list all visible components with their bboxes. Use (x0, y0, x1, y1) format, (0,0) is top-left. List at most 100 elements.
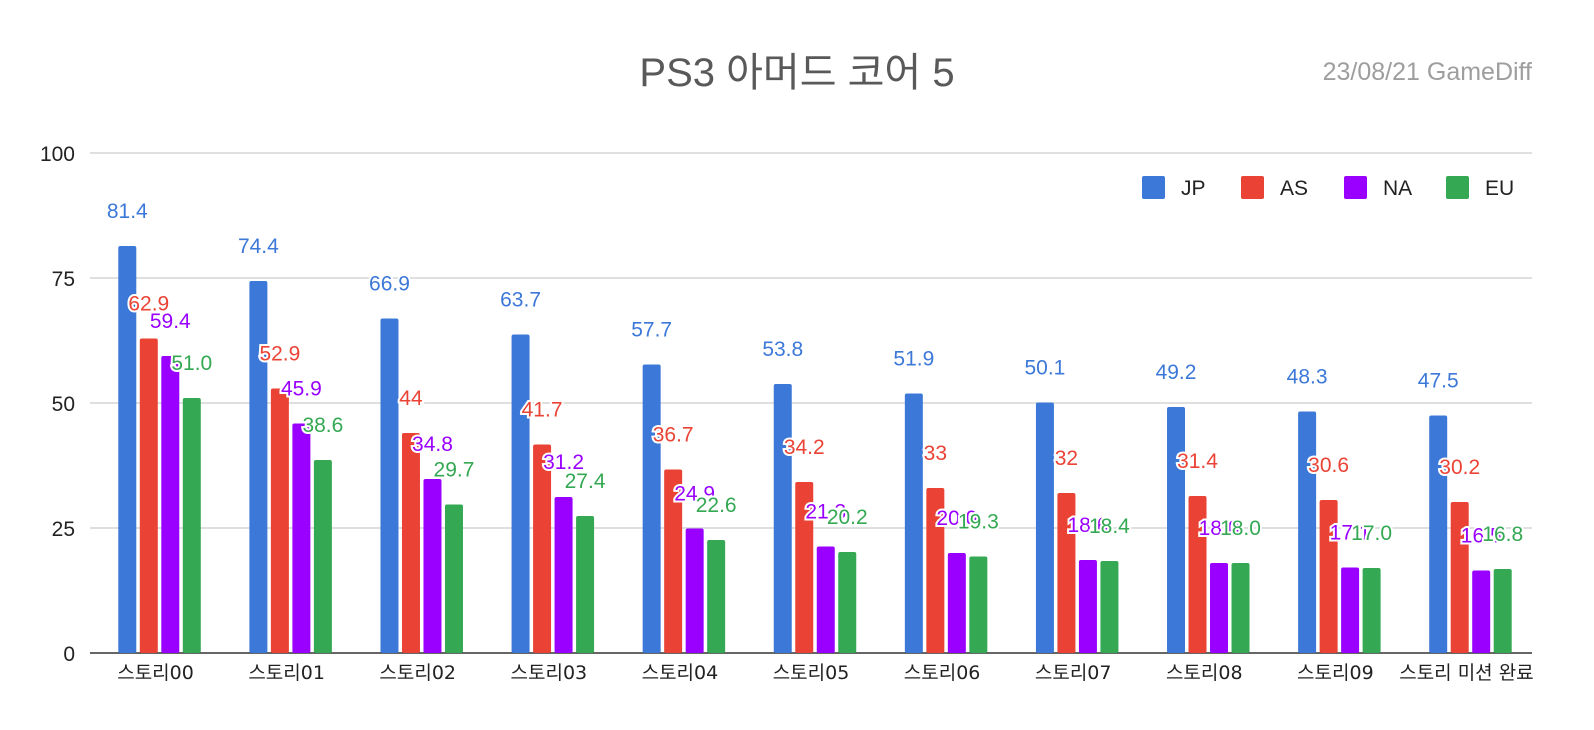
bar-jp (1167, 407, 1186, 653)
legend-swatch-eu (1446, 176, 1469, 199)
bar-as (926, 488, 945, 653)
data-label-eu: 27.4 (565, 470, 606, 493)
bar-as (1057, 493, 1076, 653)
data-label-as: 30.2 (1439, 456, 1480, 479)
x-tick-label: 스토리 미션 완료 (1399, 662, 1533, 684)
x-tick-label: 스토리09 (1297, 662, 1374, 684)
bar-na (423, 479, 442, 653)
data-label-eu: 51.0 (171, 352, 212, 375)
chart-subtitle: 23/08/21 GameDiff (1322, 58, 1532, 86)
bar-eu (1100, 561, 1119, 653)
y-tick-label: 100 (40, 143, 75, 166)
bar-na (161, 356, 180, 653)
data-label-eu: 17.0 (1351, 522, 1392, 545)
data-label-eu: 16.8 (1482, 523, 1523, 546)
data-label-jp: 53.8 (762, 338, 803, 361)
bar-jp (1035, 402, 1054, 653)
data-label-eu: 29.7 (434, 459, 475, 482)
bar-eu (707, 540, 726, 653)
bar-eu (1493, 569, 1512, 653)
x-tick-label: 스토리04 (642, 662, 719, 684)
x-tick-label: 스토리08 (1166, 662, 1243, 684)
data-label-as: 62.9 (128, 293, 169, 316)
bar-eu (1231, 563, 1250, 653)
data-label-eu: 18.0 (1220, 517, 1261, 540)
x-tick-label: 스토리01 (248, 662, 325, 684)
legend-swatch-na (1344, 176, 1367, 199)
legend-swatch-jp (1142, 176, 1165, 199)
x-tick-label: 스토리05 (773, 662, 850, 684)
legend-label-jp: JP (1181, 177, 1206, 200)
bar-as (1188, 496, 1207, 653)
bar-as (795, 482, 814, 653)
bar-na (685, 528, 704, 653)
bar-as (533, 444, 552, 653)
data-label-jp: 48.3 (1287, 366, 1328, 389)
data-label-jp: 63.7 (500, 289, 541, 312)
data-label-as: 34.2 (784, 436, 825, 459)
bar-jp (511, 334, 530, 653)
x-tick-label: 스토리07 (1035, 662, 1112, 684)
data-label-jp: 51.9 (893, 348, 934, 371)
data-label-na: 34.8 (412, 433, 453, 456)
data-label-jp: 57.7 (631, 319, 672, 342)
data-label-na: 31.2 (543, 451, 584, 474)
bar-eu (838, 552, 857, 653)
bar-jp (249, 281, 268, 653)
bar-jp (773, 384, 792, 653)
bar-eu (182, 398, 201, 653)
bar-na (1472, 570, 1491, 653)
y-tick-label: 25 (52, 518, 75, 541)
bar-eu (1362, 568, 1381, 653)
data-label-na: 45.9 (281, 378, 322, 401)
bar-as (270, 388, 289, 653)
legend-label-as: AS (1280, 177, 1308, 200)
data-label-as: 31.4 (1177, 450, 1218, 473)
data-label-as: 30.6 (1308, 454, 1349, 477)
bar-na (947, 553, 966, 653)
y-tick-label: 75 (52, 268, 75, 291)
data-label-na: 18.6 (1067, 514, 1108, 537)
data-label-na: 17.1 (1330, 522, 1371, 545)
data-label-jp: 66.9 (369, 273, 410, 296)
bar-as (1319, 500, 1338, 653)
x-tick-label: 스토리03 (511, 662, 588, 684)
legend-label-na: NA (1383, 177, 1412, 200)
data-label-eu: 38.6 (302, 414, 343, 437)
data-label-eu: 22.6 (696, 494, 737, 517)
bar-na (554, 497, 573, 653)
bar-jp (642, 364, 661, 653)
bar-eu (313, 460, 332, 653)
legend-label-eu: EU (1485, 177, 1514, 200)
bar-as (664, 469, 683, 653)
bar-na (1341, 567, 1360, 653)
data-label-eu: 18.4 (1089, 515, 1130, 538)
bar-na (1078, 560, 1097, 653)
chart-title: PS3 아머드 코어 5 (639, 51, 955, 95)
data-label-as: 44 (399, 387, 423, 410)
bar-jp (904, 393, 923, 653)
data-label-jp: 81.4 (107, 200, 148, 223)
data-label-eu: 20.2 (827, 506, 868, 529)
data-label-as: 32 (1055, 447, 1078, 470)
bar-na (1210, 563, 1229, 653)
data-label-jp: 49.2 (1156, 361, 1197, 384)
bar-jp (380, 318, 399, 653)
data-label-na: 21.3 (805, 501, 846, 524)
data-label-jp: 74.4 (238, 235, 279, 258)
bar-jp (118, 246, 137, 653)
data-label-na: 18.0 (1199, 517, 1240, 540)
bar-as (139, 338, 158, 653)
data-label-as: 36.7 (653, 424, 694, 447)
bar-eu (969, 556, 988, 653)
bar-na (816, 546, 835, 653)
data-label-na: 24.9 (674, 483, 715, 506)
data-label-eu: 19.3 (958, 511, 999, 534)
bar-as (401, 433, 420, 653)
x-tick-label: 스토리06 (904, 662, 981, 684)
y-tick-label: 50 (52, 393, 75, 416)
data-label-as: 33 (924, 442, 947, 465)
data-label-na: 20.0 (936, 507, 977, 530)
bar-na (292, 423, 311, 653)
